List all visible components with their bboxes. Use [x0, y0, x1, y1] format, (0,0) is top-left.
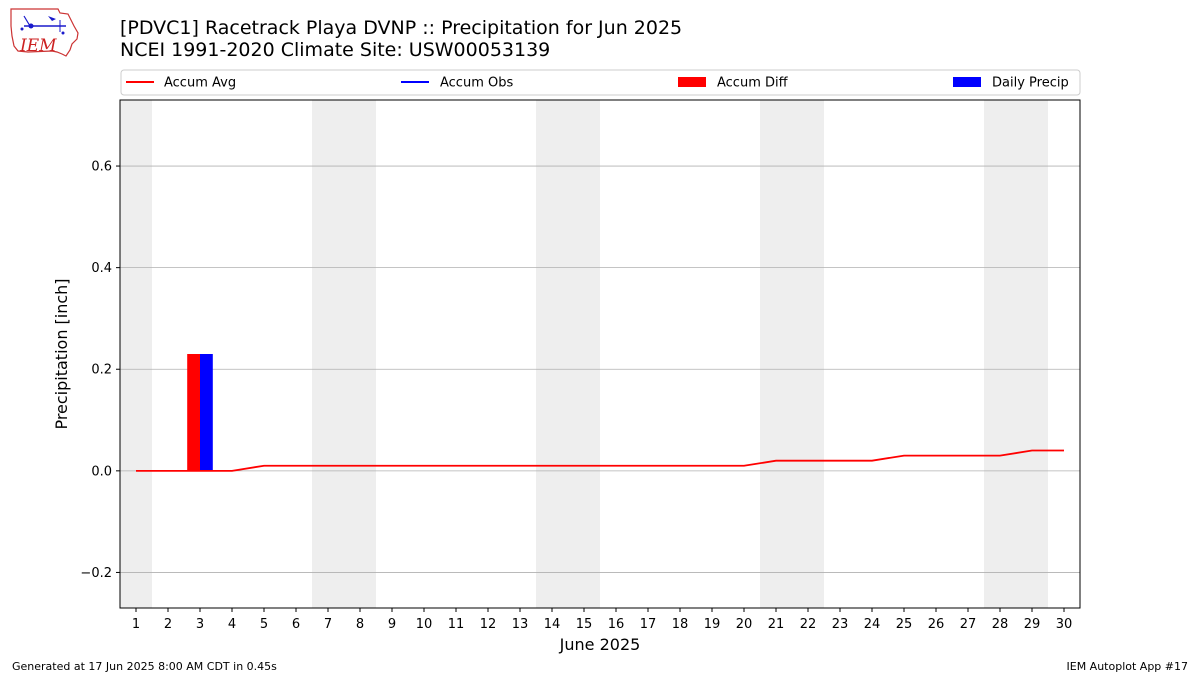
plot-frame [119, 99, 1081, 609]
x-tick-label: 25 [896, 617, 913, 632]
x-tick-label: 24 [864, 617, 881, 632]
x-tick-label: 1 [132, 617, 140, 632]
weekend-shading [120, 100, 1048, 608]
footer-app: IEM Autoplot App #17 [1066, 660, 1189, 673]
bars [187, 354, 213, 471]
legend-frame [120, 69, 1081, 96]
x-tick-label: 28 [992, 617, 1009, 632]
legend-label-accum-diff: Accum Diff [717, 76, 789, 91]
x-tick-label: 23 [832, 617, 849, 632]
x-tick-label: 6 [292, 617, 300, 632]
x-tick-label: 27 [960, 617, 977, 632]
y-tick-label: −0.2 [80, 566, 112, 581]
logo-text: IEM [19, 36, 57, 56]
x-tick-label: 19 [704, 617, 721, 632]
y-tick-label: 0.4 [91, 261, 112, 276]
x-tick-label: 4 [228, 617, 236, 632]
series-lines [136, 449, 1064, 472]
x-tick-label: 29 [1024, 617, 1041, 632]
weekend-band-7 [312, 100, 344, 608]
x-tick-label: 13 [512, 617, 529, 632]
legend-swatch-daily-precip [953, 77, 981, 87]
line-accum-avg [136, 449, 1064, 472]
footer-generated: Generated at 17 Jun 2025 8:00 AM CDT in … [12, 660, 277, 673]
x-tick-label: 10 [416, 617, 433, 632]
x-axis-label: June 2025 [559, 635, 641, 654]
x-axis-ticks: 1 2 3 4 5 6 7 8 9 10 11 12 13 14 15 16 17 18 19 20 21 22 23 24 2… [132, 608, 1072, 632]
chart-subtitle: NCEI 1991-2020 Climate Site: USW00053139 [120, 39, 551, 61]
weekend-band-22 [792, 100, 824, 608]
grid-lines [120, 165, 1080, 573]
x-tick-label: 3 [196, 617, 204, 632]
x-tick-label: 17 [640, 617, 657, 632]
legend-label-daily-precip: Daily Precip [992, 76, 1069, 91]
bar-daily-precip-day-3 [200, 354, 213, 471]
x-tick-label: 7 [324, 617, 332, 632]
legend: Accum Avg Accum Obs Accum Diff Daily Precip [120, 69, 1081, 96]
weekend-band-14 [536, 100, 568, 608]
y-axis-ticks: −0.2 0.0 0.2 0.4 0.6 [80, 160, 120, 581]
x-tick-label: 20 [736, 617, 753, 632]
legend-swatch-accum-diff [678, 77, 706, 87]
x-tick-label: 30 [1056, 617, 1073, 632]
legend-label-accum-avg: Accum Avg [164, 76, 236, 91]
x-tick-label: 18 [672, 617, 689, 632]
y-tick-label: 0.2 [91, 363, 112, 378]
weekend-band-29 [1016, 100, 1048, 608]
chart-title: [PDVC1] Racetrack Playa DVNP :: Precipit… [120, 17, 683, 39]
bar-accum-diff-day-3 [187, 354, 200, 471]
y-tick-label: 0.0 [91, 464, 112, 479]
x-tick-label: 26 [928, 617, 945, 632]
x-tick-label: 5 [260, 617, 268, 632]
x-tick-label: 21 [768, 617, 785, 632]
y-tick-label: 0.6 [91, 160, 112, 175]
x-tick-label: 14 [544, 617, 561, 632]
x-tick-label: 11 [448, 617, 465, 632]
y-axis-label: Precipitation [inch] [52, 278, 71, 429]
weekend-band-15 [568, 100, 600, 608]
x-tick-label: 16 [608, 617, 625, 632]
weekend-band-28 [984, 100, 1016, 608]
x-tick-label: 9 [388, 617, 396, 632]
x-tick-label: 12 [480, 617, 497, 632]
weekend-band-21 [760, 100, 792, 608]
x-tick-label: 15 [576, 617, 593, 632]
iem-logo: IEM [10, 8, 79, 57]
legend-label-accum-obs: Accum Obs [440, 76, 513, 91]
weekend-band-8 [344, 100, 376, 608]
x-tick-label: 8 [356, 617, 364, 632]
x-tick-label: 2 [164, 617, 172, 632]
weekend-band-1 [120, 100, 152, 608]
x-tick-label: 22 [800, 617, 817, 632]
